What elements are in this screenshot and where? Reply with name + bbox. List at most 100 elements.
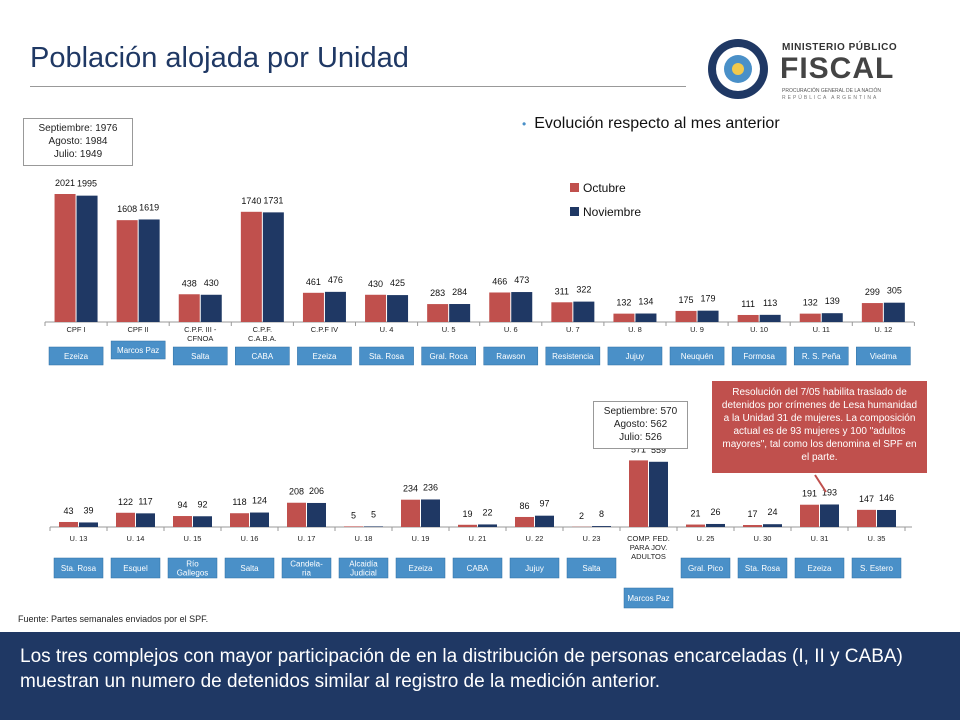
data-label: 118 <box>232 497 246 507</box>
location-tag <box>566 557 617 579</box>
data-label: 473 <box>514 275 529 285</box>
category-label: C.P.F IV <box>311 325 338 334</box>
bar-noviembre <box>79 522 98 527</box>
location-tag <box>737 557 788 579</box>
data-label: 5 <box>371 509 376 519</box>
location-label: Río <box>186 560 199 569</box>
note-pointer <box>814 474 827 493</box>
sun-seal-icon <box>708 39 768 99</box>
bar-noviembre <box>76 195 98 322</box>
bar-noviembre <box>706 523 725 527</box>
bar-octubre <box>401 499 420 527</box>
location-label: Ezeiza <box>408 564 433 573</box>
data-label: 24 <box>767 507 777 517</box>
legend-swatch <box>570 183 579 192</box>
data-label: 299 <box>865 287 880 297</box>
category-label: U. 17 <box>298 534 316 543</box>
bar-noviembre <box>821 313 843 322</box>
data-label: 19 <box>462 509 472 519</box>
data-label: 111 <box>741 299 755 309</box>
category-label: CPF II <box>128 325 149 334</box>
bar-octubre <box>551 302 573 322</box>
data-label: 461 <box>306 277 321 287</box>
data-label: 94 <box>177 500 187 510</box>
bar-octubre <box>230 513 249 527</box>
data-label: 132 <box>616 298 631 308</box>
location-label: Gral. Pico <box>688 564 724 573</box>
bar-octubre <box>737 314 759 322</box>
ministerio-logo: MINISTERIO PÚBLICO FISCAL PROCURACIÓN GE… <box>700 34 900 104</box>
logo-line-3: PROCURACIÓN GENERAL DE LA NACIÓN <box>782 88 882 94</box>
category-label: COMP. FED. <box>627 534 670 543</box>
bar-noviembre <box>138 219 160 322</box>
location-label: Formosa <box>743 352 775 361</box>
location-tag <box>172 346 228 366</box>
location-label: Ezeiza <box>312 352 337 361</box>
bar-octubre <box>365 294 387 322</box>
bar-noviembre <box>478 524 497 527</box>
bar-octubre <box>178 294 200 322</box>
box1-line1: Septiembre: 1976 <box>38 123 118 134</box>
location-label: CABA <box>251 352 273 361</box>
bar-noviembre <box>449 304 471 322</box>
data-label: 193 <box>822 487 837 497</box>
location-label: Marcos Paz <box>627 594 669 603</box>
data-label: 236 <box>423 482 438 492</box>
category-label: U. 23 <box>583 534 601 543</box>
location-tag <box>395 557 446 579</box>
data-label: 175 <box>679 295 694 305</box>
bar-noviembre <box>763 524 782 527</box>
category-label: U. 4 <box>380 325 394 334</box>
data-label: 17 <box>747 509 757 519</box>
data-label: 5 <box>351 510 356 520</box>
location-tag <box>359 346 414 366</box>
category-label: U. 35 <box>868 534 886 543</box>
data-label: 179 <box>701 294 716 304</box>
category-label: U. 16 <box>241 534 259 543</box>
location-label: R. S. Peña <box>802 352 841 361</box>
location-label: Gral. Roca <box>430 352 469 361</box>
data-label: 21 <box>690 509 700 519</box>
category-label: U. 7 <box>566 325 580 334</box>
data-label: 147 <box>859 494 874 504</box>
bar-noviembre <box>635 313 657 322</box>
bar-octubre <box>116 512 135 527</box>
bar-noviembre <box>649 461 668 527</box>
location-tag <box>48 346 104 366</box>
location-tag <box>794 557 845 579</box>
bar-octubre <box>240 211 262 322</box>
bar-octubre <box>629 460 648 527</box>
bullet-dot-icon: • <box>522 117 527 131</box>
bar-noviembre <box>820 504 839 527</box>
location-tag <box>110 557 161 579</box>
category-label: U. 21 <box>469 534 487 543</box>
data-label: 559 <box>651 445 666 455</box>
bar-noviembre <box>136 513 155 527</box>
data-label: 92 <box>197 499 207 509</box>
category-label: CFNOA <box>187 334 213 343</box>
data-label: 134 <box>638 297 653 307</box>
bar-octubre <box>427 304 449 322</box>
location-label: Ezeiza <box>64 352 89 361</box>
data-label: 39 <box>83 505 93 515</box>
location-tag <box>793 346 849 366</box>
data-label: 191 <box>802 489 817 499</box>
location-tag <box>680 557 731 579</box>
category-label: U. 10 <box>750 325 768 334</box>
location-label: Jujuy <box>525 564 544 573</box>
category-label: U. 9 <box>690 325 704 334</box>
location-label: Salta <box>191 352 210 361</box>
data-label: 124 <box>252 496 267 506</box>
location-tag <box>224 557 275 579</box>
legend-swatch <box>570 207 579 216</box>
bar-noviembre <box>759 314 781 322</box>
source-note: Fuente: Partes semanales enviados por el… <box>18 614 209 624</box>
data-label: 22 <box>482 507 492 517</box>
bar-noviembre <box>697 310 719 322</box>
data-label: 86 <box>519 501 529 511</box>
logo-line-4: REPÚBLICA ARGENTINA <box>782 95 879 101</box>
bar-noviembre <box>592 526 611 527</box>
bullet-point: • Evolución respecto al mes anterior <box>522 115 780 133</box>
location-tag <box>483 346 539 366</box>
